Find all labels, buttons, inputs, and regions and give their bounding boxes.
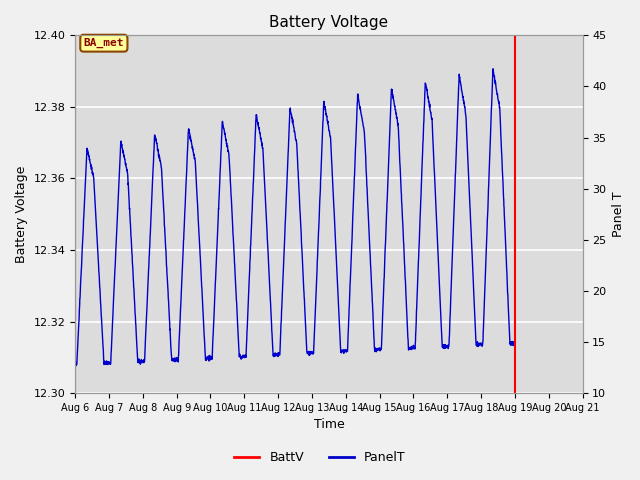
Y-axis label: Battery Voltage: Battery Voltage bbox=[15, 166, 28, 263]
Y-axis label: Panel T: Panel T bbox=[612, 192, 625, 237]
Title: Battery Voltage: Battery Voltage bbox=[269, 15, 388, 30]
X-axis label: Time: Time bbox=[314, 419, 344, 432]
Legend: BattV, PanelT: BattV, PanelT bbox=[229, 446, 411, 469]
Text: BA_met: BA_met bbox=[84, 38, 124, 48]
